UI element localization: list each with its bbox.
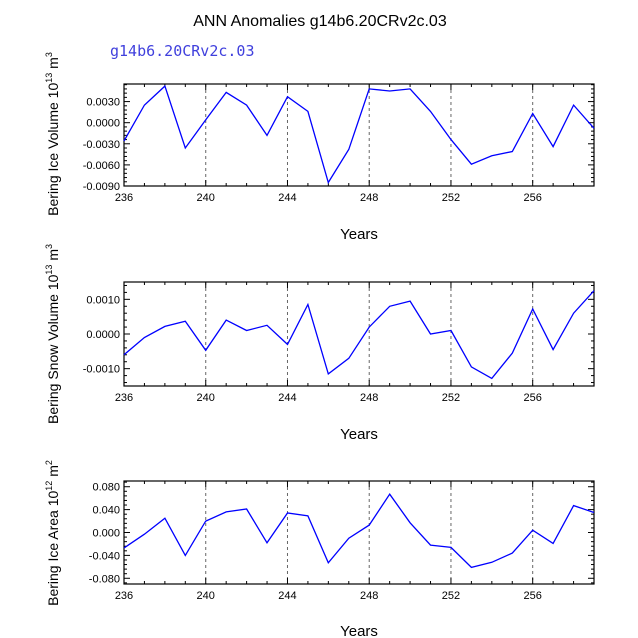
ylabel-unit: m bbox=[45, 465, 61, 481]
plot-frame bbox=[123, 83, 595, 187]
figure-subtitle: g14b6.20CRv2c.03 bbox=[110, 42, 255, 60]
xlabel-ice-area: Years bbox=[340, 623, 378, 638]
y-tick-label: 0.080 bbox=[92, 482, 120, 494]
ylabel-snow-volume: Bering Snow Volume 1013 m3 bbox=[44, 244, 61, 424]
ylabel-ice-volume: Bering Ice Volume 1013 m3 bbox=[44, 52, 61, 216]
y-tick-label: -0.040 bbox=[89, 550, 120, 562]
xlabel-ice-volume: Years bbox=[340, 226, 378, 243]
x-tick-label: 252 bbox=[442, 392, 460, 404]
ylabel-unit-exponent: 3 bbox=[44, 52, 54, 57]
y-tick-label: 0.0010 bbox=[86, 294, 120, 306]
ylabel-unit-exponent: 3 bbox=[44, 244, 54, 249]
x-tick-label: 244 bbox=[278, 392, 296, 404]
x-tick-label: 240 bbox=[197, 590, 215, 602]
xlabel-snow-volume: Years bbox=[340, 426, 378, 443]
ylabel-main: Bering Snow Volume 10 bbox=[45, 274, 61, 424]
y-tick-label: -0.080 bbox=[89, 573, 120, 585]
y-tick-label: -0.0060 bbox=[83, 160, 120, 172]
x-tick-label: 236 bbox=[115, 392, 133, 404]
x-tick-label: 244 bbox=[278, 590, 296, 602]
panel-ice-area: Bering Ice Area 1012 m2 Years 236 240 244 2… bbox=[44, 460, 595, 638]
ylabel-exponent: 13 bbox=[44, 265, 54, 275]
x-tick-label: 248 bbox=[360, 590, 378, 602]
y-tick-label: -0.0010 bbox=[83, 364, 120, 376]
ylabel-main: Bering Ice Area 10 bbox=[45, 490, 61, 605]
x-tick-label: 236 bbox=[115, 590, 133, 602]
plot-frame bbox=[123, 281, 595, 387]
ylabel-ice-area: Bering Ice Area 1012 m2 bbox=[44, 460, 61, 606]
ylabel-main: Bering Ice Volume 10 bbox=[45, 83, 61, 216]
series-line-ice-area bbox=[123, 493, 595, 569]
x-tick-label: 256 bbox=[524, 192, 542, 204]
y-tick-label: 0.000 bbox=[92, 528, 120, 540]
ylabel-exponent: 12 bbox=[44, 481, 54, 491]
x-tick-label: 252 bbox=[442, 192, 460, 204]
panel-ice-volume: Bering Ice Volume 1013 m3 Years 236 240 24… bbox=[44, 52, 595, 243]
y-tick-label: 0.0030 bbox=[86, 97, 120, 109]
y-tick-label: 0.040 bbox=[92, 505, 120, 517]
x-tick-label: 240 bbox=[197, 392, 215, 404]
x-tick-label: 256 bbox=[524, 392, 542, 404]
ylabel-unit: m bbox=[45, 57, 61, 73]
series-line-snow-volume bbox=[123, 290, 595, 380]
y-tick-label: 0.0000 bbox=[86, 329, 120, 341]
y-tick-label: -0.0090 bbox=[83, 181, 120, 193]
x-tick-label: 244 bbox=[278, 192, 296, 204]
ylabel-unit: m bbox=[45, 249, 61, 265]
x-tick-label: 240 bbox=[197, 192, 215, 204]
y-tick-label: 0.0000 bbox=[86, 118, 120, 130]
panel-snow-volume: Bering Snow Volume 1013 m3 Years 236 240 2… bbox=[44, 244, 595, 443]
plot-frame bbox=[123, 480, 595, 585]
ylabel-unit-exponent: 2 bbox=[44, 460, 54, 465]
ylabel-exponent: 13 bbox=[44, 73, 54, 83]
x-tick-label: 248 bbox=[360, 392, 378, 404]
series-line-ice-volume bbox=[123, 84, 595, 185]
x-tick-label: 252 bbox=[442, 590, 460, 602]
figure-title: ANN Anomalies g14b6.20CRv2c.03 bbox=[193, 13, 447, 30]
x-tick-label: 248 bbox=[360, 192, 378, 204]
x-tick-label: 256 bbox=[524, 590, 542, 602]
x-tick-label: 236 bbox=[115, 192, 133, 204]
y-tick-label: -0.0030 bbox=[83, 139, 120, 151]
